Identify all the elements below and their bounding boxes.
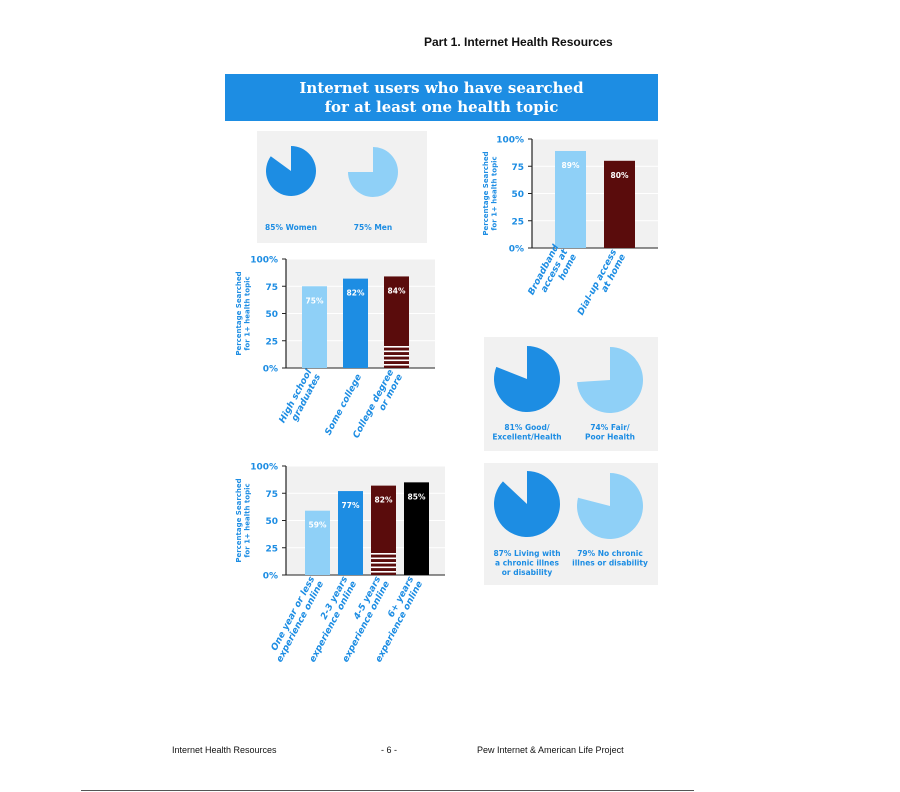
pie-slice-1: [266, 146, 316, 196]
bar-value-label-2: 77%: [342, 501, 360, 510]
education-bar-chart: 0% 25 50 75 100% Percentage Searched for 1+ he…: [235, 256, 435, 440]
y-tick-label: 50: [265, 310, 278, 320]
gender-pie-panel: 85% Women 75% Men: [257, 131, 427, 243]
education-bar-chart-area: 0% 25 50 75 100% Percentage Searched for 1+ he…: [225, 250, 435, 460]
health-pie-panel: 81% Good/Excellent/Health 74% Fair/Poor H…: [484, 337, 658, 451]
y-axis-title: Percentage Searched for 1+ health topic: [482, 151, 499, 235]
y-tick-label: 75: [265, 283, 278, 293]
y-tick-label: 0%: [263, 365, 278, 375]
bar-value-label-2: 80%: [611, 171, 629, 180]
pie-slice-2: [348, 147, 398, 197]
bar-2: [604, 160, 635, 248]
footer-left: Internet Health Resources: [172, 745, 277, 755]
bar-value-label-1: 59%: [309, 521, 327, 530]
y-tick-label: 25: [265, 544, 278, 554]
footer-page-number: - 6 -: [381, 745, 398, 755]
banner-title-line-1: Internet users who have searched: [299, 78, 584, 97]
pie-label-1-line-3: or disability: [502, 568, 553, 577]
infographic-banner: Internet users who have searched for at …: [225, 74, 658, 121]
bar-3: [384, 276, 409, 368]
y-tick-label: 25: [511, 217, 524, 227]
bar-stripe: [384, 359, 409, 362]
experience-bar-chart: 0% 25 50 75 100% Percentage Searched for 1+ he…: [235, 463, 445, 664]
y-tick-label: 0%: [509, 245, 524, 255]
pie-label-2-line-1: 75% Men: [354, 223, 392, 232]
pie-slice-2: [577, 473, 643, 539]
pie-label-2-line-2: Poor Health: [585, 433, 635, 442]
pie-slice-1: [494, 471, 560, 537]
bar-stripe: [371, 562, 396, 564]
bar-value-label-1: 75%: [306, 296, 324, 305]
chronic-pie-panel: 87% Living with a chronic illnes or disabi…: [484, 463, 658, 585]
bar-2: [338, 491, 363, 575]
bar-value-label-2: 82%: [347, 289, 365, 298]
y-axis-title-line-2: for 1+ health topic: [244, 276, 252, 350]
bar-stripe: [371, 557, 396, 560]
y-axis-title: Percentage Searched for 1+ health topic: [235, 271, 252, 355]
bar-value-label-3: 82%: [375, 496, 393, 505]
experience-bar-chart-area: 0% 25 50 75 100% Percentage Searched for 1+ he…: [225, 458, 445, 668]
y-axis-title-line-2: for 1+ health topic: [491, 156, 499, 230]
y-axis-title: Percentage Searched for 1+ health topic: [235, 478, 252, 562]
bar-value-label-1: 89%: [562, 161, 580, 170]
y-tick-label: 25: [265, 337, 278, 347]
pie-label-2-line-1: 79% No chronic: [577, 549, 643, 558]
bar-4: [404, 482, 429, 575]
pie-slice-2: [577, 347, 643, 413]
y-tick-label: 50: [265, 517, 278, 527]
pie-label-2-line-2: illnes or disability: [572, 559, 648, 568]
bar-1: [305, 510, 330, 575]
y-tick-label: 75: [511, 163, 524, 173]
connection-bar-chart: 0% 25 50 75 100% Percentage Searched for 1+ he…: [482, 136, 658, 317]
pie-slice-1: [494, 346, 560, 412]
y-axis-title-line-1: Percentage Searched: [235, 478, 243, 562]
y-tick-label: 0%: [263, 572, 278, 582]
pie-label-1-line-2: a chronic illnes: [495, 559, 559, 568]
page-header-title: Part 1. Internet Health Resources: [424, 35, 613, 49]
bar-2: [343, 278, 368, 368]
bar-stripe: [384, 346, 409, 348]
footer-right: Pew Internet & American Life Project: [477, 745, 624, 755]
pie-label-1-line-1: 87% Living with: [493, 549, 560, 558]
footer-rule: [81, 790, 694, 791]
y-tick-label: 100%: [250, 463, 278, 473]
y-axis-title-line-1: Percentage Searched: [235, 271, 243, 355]
y-tick-label: 50: [511, 190, 524, 200]
bar-1: [555, 150, 586, 248]
bar-value-label-3: 84%: [388, 286, 406, 295]
y-tick-label: 75: [265, 490, 278, 500]
banner-title-line-2: for at least one health topic: [324, 97, 559, 116]
bar-stripe: [371, 571, 396, 573]
pie-label-1-line-1: 85% Women: [265, 223, 317, 232]
connection-bar-chart-area: 0% 25 50 75 100% Percentage Searched for 1+ he…: [470, 130, 658, 330]
bar-stripe: [384, 364, 409, 366]
infographic: Internet users who have searched for at …: [225, 74, 658, 668]
y-tick-label: 100%: [496, 136, 524, 146]
pie-label-1-line-1: 81% Good/: [504, 423, 549, 432]
y-tick-label: 100%: [250, 256, 278, 266]
health-pie-chart: 81% Good/Excellent/Health 74% Fair/Poor H…: [492, 346, 643, 442]
y-axis-title-line-1: Percentage Searched: [482, 151, 490, 235]
pie-label-2-line-1: 74% Fair/: [590, 423, 630, 432]
pie-label-1-line-2: Excellent/Health: [492, 433, 561, 442]
bar-stripe: [384, 355, 409, 357]
bar-1: [302, 286, 327, 368]
bar-stripe: [384, 350, 409, 353]
bar-stripe: [371, 553, 396, 555]
y-axis-title-line-2: for 1+ health topic: [244, 483, 252, 557]
bar-3: [371, 485, 396, 575]
bar-value-label-4: 85%: [408, 492, 426, 501]
bar-stripe: [371, 566, 396, 569]
gender-pie-chart: 85% Women 75% Men: [265, 146, 398, 232]
